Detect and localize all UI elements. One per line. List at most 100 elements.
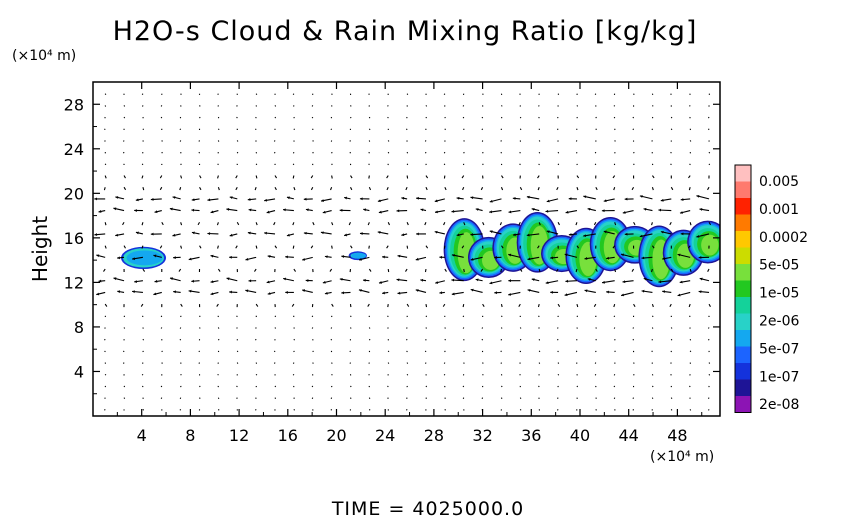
- wind-vector: [565, 210, 578, 214]
- wind-vector: [286, 233, 295, 237]
- colorbar-label: 0.0002: [759, 230, 808, 246]
- wind-vector: [707, 186, 710, 191]
- wind-vector: [236, 385, 238, 388]
- wind-vector: [463, 350, 465, 353]
- wind-vector: [180, 222, 183, 226]
- wind-vector: [320, 198, 332, 202]
- wind-vector: [593, 222, 597, 226]
- wind-vector: [612, 175, 616, 179]
- wind-vector: [368, 93, 370, 95]
- wind-vector: [131, 290, 143, 294]
- wind-vector: [564, 291, 578, 297]
- wind-vector: [173, 256, 181, 260]
- wind-vector: [443, 93, 446, 95]
- y-tick-label: 12: [64, 273, 84, 292]
- wind-vector: [489, 210, 502, 214]
- wind-vector: [707, 128, 710, 131]
- wind-vector: [236, 350, 239, 353]
- wind-vector: [123, 105, 126, 107]
- wind-vector: [123, 385, 126, 388]
- wind-vector: [312, 140, 314, 142]
- wind-vector: [689, 268, 692, 273]
- wind-vector: [266, 280, 276, 284]
- wind-vector: [651, 175, 655, 179]
- wind-vector: [443, 151, 446, 154]
- wind-vector: [396, 278, 408, 282]
- wind-vector: [344, 196, 351, 200]
- wind-vector: [557, 303, 561, 307]
- wind-vector: [236, 116, 238, 119]
- wind-vector: [462, 186, 465, 191]
- wind-vector: [293, 338, 296, 341]
- wind-vector: [416, 196, 427, 200]
- wind-vector: [538, 350, 541, 353]
- colorbar-swatch: [735, 264, 751, 281]
- wind-vector: [475, 208, 483, 212]
- wind-vector: [595, 397, 597, 399]
- wind-vector: [594, 373, 597, 376]
- wind-vector: [699, 208, 710, 212]
- wind-vector: [482, 163, 484, 166]
- wind-vector: [444, 327, 446, 329]
- wind-vector: [406, 397, 408, 399]
- wind-vector: [707, 268, 710, 272]
- wind-vector: [545, 280, 559, 285]
- wind-vector: [104, 373, 107, 376]
- wind-vector: [312, 151, 314, 154]
- wind-vector: [104, 175, 107, 179]
- wind-vector: [696, 194, 710, 200]
- colorbar-frame: [734, 164, 752, 413]
- wind-vector: [526, 195, 540, 200]
- wind-vector: [500, 268, 502, 273]
- wind-vector: [420, 278, 427, 282]
- wind-vector: [236, 315, 238, 318]
- colorbar-label: 2e-08: [759, 397, 799, 413]
- wind-vector: [444, 409, 446, 411]
- wind-vector: [255, 175, 258, 179]
- wind-vector: [614, 268, 617, 273]
- wind-vector: [255, 163, 258, 166]
- wind-vector: [285, 290, 294, 294]
- wind-vector: [350, 116, 352, 119]
- wind-vector: [519, 397, 522, 399]
- wind-vector: [698, 290, 710, 294]
- wind-vector: [501, 315, 503, 318]
- wind-vector: [122, 221, 125, 226]
- wind-vector: [311, 397, 314, 399]
- wind-vector: [557, 373, 560, 376]
- wind-vector: [707, 327, 710, 329]
- colorbar-label: 1e-05: [759, 286, 799, 302]
- wind-vector: [349, 151, 351, 154]
- wind-vector: [660, 198, 672, 202]
- wind-vector: [142, 338, 145, 341]
- wind-vector: [425, 245, 429, 249]
- wind-vector: [603, 198, 615, 203]
- wind-vector: [150, 232, 162, 236]
- wind-vector: [358, 289, 370, 293]
- wind-vector: [154, 210, 162, 214]
- colorbar-swatch: [735, 379, 751, 396]
- wind-vector: [368, 245, 370, 249]
- wind-vector: [386, 245, 389, 249]
- wind-vector: [210, 291, 219, 296]
- wind-vector: [179, 338, 182, 341]
- wind-vector: [499, 222, 502, 226]
- wind-vector: [696, 233, 710, 238]
- wind-vector: [527, 288, 540, 293]
- wind-vector: [415, 256, 427, 261]
- wind-vector: [651, 222, 653, 226]
- wind-vector: [565, 279, 577, 283]
- wind-vector: [576, 245, 580, 249]
- wind-vector: [292, 373, 295, 376]
- wind-vector: [405, 186, 408, 191]
- wind-vector: [141, 245, 144, 249]
- wind-vector: [489, 230, 502, 235]
- wind-vector: [556, 186, 559, 191]
- colorbar-label: 5e-07: [759, 341, 799, 357]
- wind-vector: [595, 338, 597, 341]
- wind-vector: [302, 256, 313, 261]
- wind-vector: [564, 253, 578, 258]
- wind-vector: [198, 350, 201, 353]
- wind-vector: [631, 268, 635, 272]
- wind-vector: [670, 116, 673, 119]
